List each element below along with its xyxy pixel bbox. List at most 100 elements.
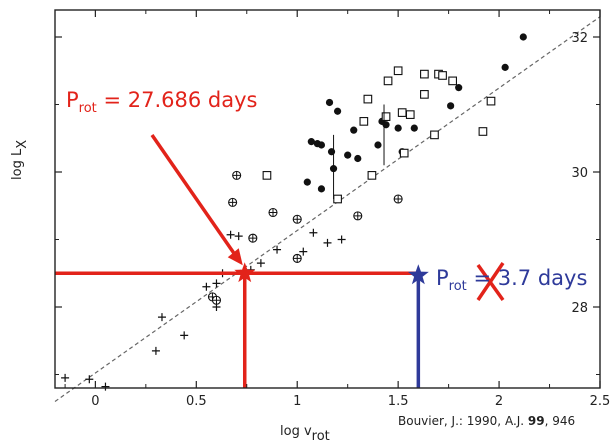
data-point-open-square <box>333 194 342 204</box>
y-tick-label: 28 <box>571 301 588 316</box>
red-star-marker <box>234 262 256 283</box>
data-point-plus <box>234 232 243 241</box>
data-point-open-square <box>438 71 447 80</box>
x-tick-label: 0 <box>91 394 99 409</box>
data-point-open-square <box>262 171 272 180</box>
data-point-plus <box>337 235 346 244</box>
data-point-plus <box>157 313 166 322</box>
data-point-plus <box>101 382 110 391</box>
data-point-open-square <box>399 148 409 158</box>
data-points-layer <box>61 33 527 391</box>
data-point-plus <box>212 279 221 288</box>
data-point-plus <box>202 282 211 291</box>
data-point-filled-circle <box>333 107 342 115</box>
data-point-open-square <box>420 90 429 99</box>
y-axis-label-sub: X <box>15 139 30 149</box>
data-point-plus <box>256 259 265 268</box>
data-point-open-square <box>420 69 429 79</box>
data-point-plus <box>309 228 318 237</box>
data-point-filled-circle <box>501 63 509 71</box>
data-point-circled-plus <box>232 170 242 180</box>
data-point-plus <box>180 331 189 340</box>
data-point-open-square <box>381 112 391 121</box>
data-point-plus <box>85 375 94 384</box>
data-point-plus <box>226 230 235 239</box>
annotation-overlay-layer <box>55 134 505 388</box>
data-point-circled-plus <box>292 214 302 224</box>
data-point-open-square <box>478 127 488 136</box>
data-point-filled-circle <box>317 141 326 149</box>
data-point-filled-circle <box>410 124 418 132</box>
axis-ticks-layer: 0 0.5 1 1.5 2 2.5 28 30 32 <box>55 10 610 409</box>
y-tick-label: 30 <box>571 166 588 181</box>
data-point-filled-circle <box>455 84 463 92</box>
circled-plus-cross <box>248 234 257 243</box>
red-cross-stroke-2 <box>476 262 505 301</box>
data-point-filled-circle <box>394 124 402 132</box>
data-point-filled-circle <box>354 154 362 163</box>
circled-plus-cross <box>293 254 302 263</box>
circled-plus-cross <box>232 171 241 180</box>
y-axis-label-main: log L <box>10 148 25 180</box>
data-point-filled-circle <box>344 151 352 159</box>
red-period-sub: rot <box>78 101 97 116</box>
data-point-circled-plus <box>228 197 238 207</box>
red-period-annotation: Prot = 27.686 days <box>66 88 257 116</box>
data-point-filled-circle <box>519 33 527 41</box>
blue-period-eq: = <box>466 266 498 290</box>
circled-plus-cross <box>228 198 237 207</box>
circled-plus-cross <box>293 215 302 224</box>
data-point-filled-circle <box>307 138 315 146</box>
data-point-circled-plus <box>248 233 258 243</box>
x-tick-label: 2 <box>495 394 503 409</box>
data-point-plus <box>61 373 70 382</box>
y-axis-label: log LX <box>10 140 30 180</box>
data-point-filled-circle <box>350 126 358 134</box>
data-point-circled-plus <box>353 211 363 221</box>
citation-pre: Bouvier, J.: 1990, A.J. <box>398 414 528 428</box>
plot-frame <box>54 9 601 389</box>
x-tick-label: 0.5 <box>186 394 207 409</box>
data-point-open-square <box>363 94 373 104</box>
data-point-open-square <box>430 130 439 140</box>
blue-period-value: 3.7 days <box>497 266 588 290</box>
data-point-filled-circle <box>447 102 455 110</box>
data-point-open-square <box>359 117 369 126</box>
x-tick-label: 1.5 <box>388 394 409 409</box>
red-arrow-shaft <box>150 134 239 259</box>
x-tick-label: 2.5 <box>590 394 610 409</box>
data-point-plus <box>299 247 308 256</box>
data-point-filled-circle <box>325 98 334 107</box>
red-period-value: = 27.686 days <box>96 88 258 112</box>
data-point-filled-circle <box>317 185 326 193</box>
circled-plus-cross <box>353 211 362 220</box>
data-point-circled-plus <box>268 207 278 218</box>
data-point-filled-circle <box>382 121 390 129</box>
y-tick-label: 32 <box>571 31 588 46</box>
data-point-plus <box>151 346 160 355</box>
data-point-open-square <box>486 96 496 106</box>
fit-line <box>54 16 601 402</box>
x-axis-label-sub: rot <box>311 429 330 444</box>
blue-period-symbol: P <box>436 266 449 290</box>
data-point-plus <box>323 238 332 247</box>
blue-period-annotation: Prot = 3.7 days <box>436 266 587 294</box>
data-point-open-square <box>448 76 457 86</box>
data-point-circled-plus <box>393 194 403 204</box>
data-point-open-square <box>383 76 393 86</box>
x-axis-label-main: log v <box>280 424 312 439</box>
data-point-filled-circle <box>303 178 311 186</box>
data-point-filled-circle <box>327 148 336 156</box>
citation-volume: 99 <box>527 414 545 428</box>
data-point-open-square <box>405 110 415 119</box>
data-point-filled-circle <box>374 141 382 149</box>
data-point-circled-plus <box>292 253 302 263</box>
data-point-plus <box>212 303 221 311</box>
blue-period-sub: rot <box>448 279 467 294</box>
citation-post: , 946 <box>544 414 576 428</box>
fit-line-layer <box>54 16 601 402</box>
circled-plus-cross <box>212 296 221 305</box>
blue-star-marker <box>407 264 429 285</box>
data-point-open-square <box>367 171 377 180</box>
